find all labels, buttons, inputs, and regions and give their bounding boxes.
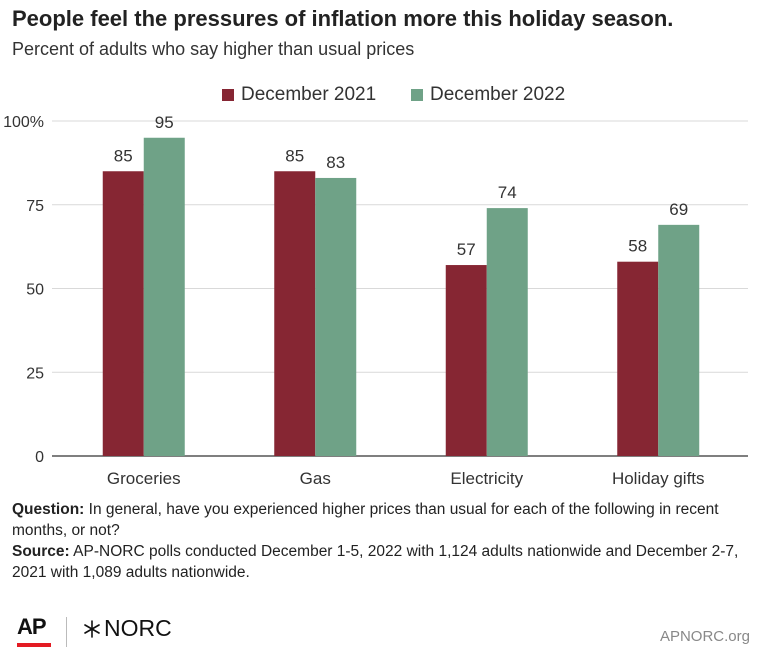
chart-notes: Question: In general, have you experienc… [12, 499, 756, 583]
bar-2021 [445, 265, 487, 456]
y-tick-label: 25 [26, 365, 44, 382]
question-label: Question: [12, 501, 85, 518]
x-tick-label: Groceries [107, 469, 181, 488]
legend-label-2021: December 2021 [241, 84, 377, 105]
chart-title: People feel the pressures of inflation m… [12, 6, 674, 31]
ap-logo: AP [17, 614, 47, 639]
source-text: AP-NORC polls conducted December 1-5, 20… [12, 543, 739, 581]
site-url: APNORC.org [659, 628, 750, 645]
norc-logo: NORC [82, 615, 172, 642]
y-tick-label: 75 [26, 198, 44, 215]
norc-star-icon [84, 619, 100, 638]
legend-swatch-2021 [222, 89, 234, 101]
data-label: 74 [498, 183, 517, 202]
bar-2021 [102, 171, 144, 456]
source-note: Source: AP-NORC polls conducted December… [12, 541, 756, 583]
ap-logo-underline [17, 643, 51, 647]
legend-swatch-2022 [411, 89, 423, 101]
x-tick-label: Electricity [450, 469, 523, 488]
legend-item-2021: December 2021 [222, 84, 376, 106]
bar-2022 [143, 137, 185, 456]
data-label: 85 [285, 146, 304, 165]
bar-2022 [658, 224, 700, 456]
data-label: 83 [326, 153, 345, 172]
chart-subtitle: Percent of adults who say higher than us… [12, 39, 415, 59]
bar-2021 [617, 261, 659, 456]
data-label: 58 [628, 237, 647, 256]
legend-item-2022: December 2022 [411, 84, 565, 106]
bar-chart: 0 25 50 75 100% 85 95 Groceries 85 83 Gas 57 74 Elect… [3, 113, 748, 488]
bar-2022 [315, 177, 357, 456]
chart-legend: December 2021 December 2022 [0, 84, 768, 108]
y-tick-label: 0 [35, 449, 44, 466]
y-tick-label: 50 [26, 282, 44, 299]
question-note: Question: In general, have you experienc… [12, 499, 756, 541]
data-label: 85 [114, 146, 133, 165]
data-label: 57 [457, 240, 476, 259]
source-label: Source: [12, 543, 70, 560]
data-label: 69 [669, 200, 688, 219]
y-tick-label: 100% [3, 114, 44, 131]
bar-2021 [274, 171, 316, 456]
question-text: In general, have you experienced higher … [12, 501, 719, 539]
x-tick-label: Holiday gifts [612, 469, 705, 488]
bar-2022 [486, 208, 528, 456]
legend-label-2022: December 2022 [430, 84, 566, 105]
norc-logo-text: NORC [104, 615, 172, 641]
logo-separator [66, 617, 67, 647]
data-label: 95 [155, 113, 174, 132]
x-tick-label: Gas [300, 469, 331, 488]
